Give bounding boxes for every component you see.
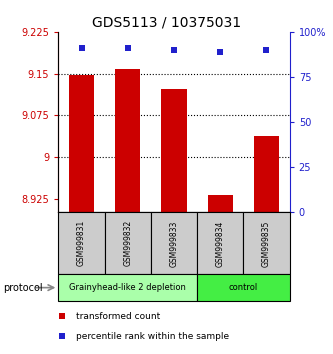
Text: Grainyhead-like 2 depletion: Grainyhead-like 2 depletion: [69, 283, 186, 292]
Point: [217, 49, 223, 55]
Text: GSM999834: GSM999834: [216, 220, 225, 267]
Text: percentile rank within the sample: percentile rank within the sample: [77, 332, 229, 341]
Text: GSM999831: GSM999831: [77, 220, 86, 267]
Bar: [207, 195, 233, 212]
Bar: [243, 212, 290, 274]
Text: GDS5113 / 10375031: GDS5113 / 10375031: [92, 16, 241, 30]
Text: protocol: protocol: [3, 282, 43, 293]
Bar: [115, 69, 141, 212]
Point: [59, 314, 64, 319]
Bar: [151, 212, 197, 274]
Bar: [58, 212, 105, 274]
Text: control: control: [229, 283, 258, 292]
Point: [59, 333, 64, 339]
Text: transformed count: transformed count: [77, 312, 161, 321]
Text: GSM999832: GSM999832: [123, 220, 132, 267]
Bar: [197, 274, 290, 301]
Bar: [254, 136, 279, 212]
Bar: [197, 212, 243, 274]
Text: GSM999833: GSM999833: [169, 220, 178, 267]
Point: [171, 47, 176, 53]
Bar: [69, 75, 94, 212]
Point: [79, 45, 84, 51]
Bar: [105, 212, 151, 274]
Bar: [161, 89, 187, 212]
Text: GSM999835: GSM999835: [262, 220, 271, 267]
Point: [264, 47, 269, 53]
Point: [125, 45, 131, 51]
Bar: [58, 274, 197, 301]
